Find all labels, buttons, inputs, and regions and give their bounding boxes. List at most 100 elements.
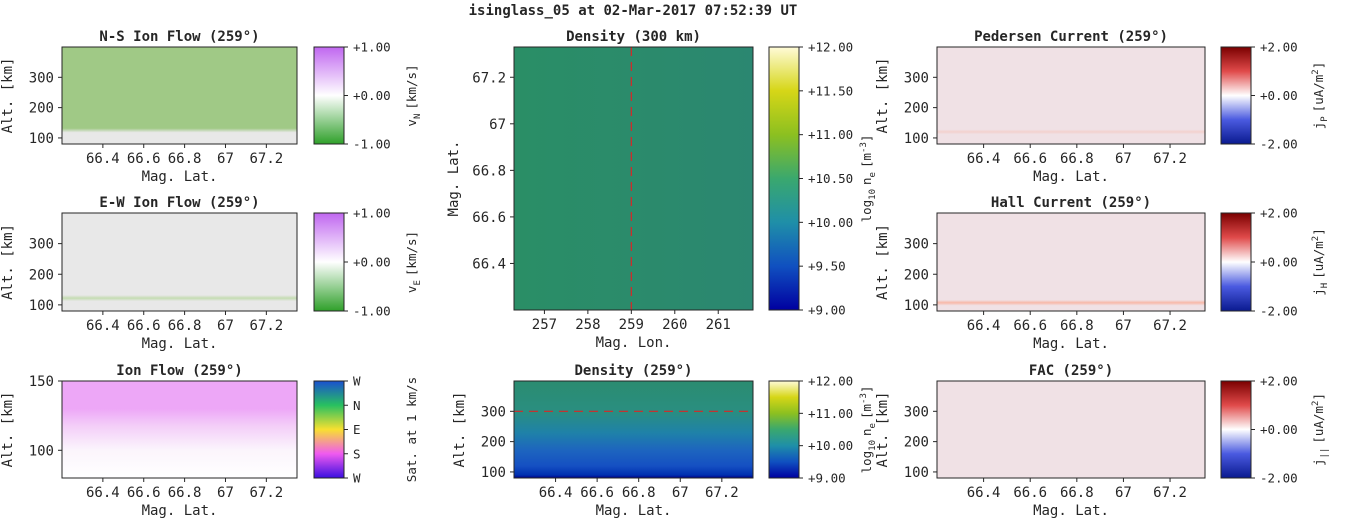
colorbar-tick-label: +10.00 <box>808 215 853 230</box>
y-tick-label: 200 <box>29 267 54 283</box>
colorbar-tick-label: +0.00 <box>353 88 391 103</box>
colorbar-label-part: e <box>868 172 878 177</box>
x-tick-label: 66.6 <box>127 318 161 334</box>
colorbar-label: vE [km/s] <box>404 231 423 293</box>
y-tick-label: 300 <box>481 404 506 420</box>
y-tick-label: 66.4 <box>472 256 506 272</box>
colorbar-tick-label: +2.00 <box>1260 206 1298 221</box>
panel-title: Hall Current (259°) <box>991 195 1151 211</box>
colorbar-label-part: N <box>413 114 423 119</box>
x-tick-label: 67 <box>1115 151 1132 167</box>
y-tick-label: 100 <box>29 298 54 314</box>
colorbar <box>769 381 799 478</box>
x-tick-label: 261 <box>706 317 731 333</box>
plot-frame <box>936 46 1206 145</box>
colorbar-label-part: 10 <box>868 440 878 451</box>
y-tick-label: 200 <box>481 435 506 451</box>
x-tick-label: 67 <box>217 318 234 334</box>
x-tick-label: 66.4 <box>86 485 120 501</box>
x-tick-label: 66.4 <box>539 485 573 501</box>
colorbar-label-part: Sat. at 1 km/s <box>404 377 419 482</box>
colorbar-tick-label: +9.00 <box>808 471 846 486</box>
colorbar-label-part: j <box>1311 458 1326 466</box>
y-axis-label: Alt. [km] <box>0 224 16 300</box>
colorbar-label-part: 2 <box>1311 69 1321 74</box>
x-tick-label: 66.4 <box>967 151 1001 167</box>
colorbar-label-part: -3 <box>859 393 869 404</box>
x-axis-label: Mag. Lat. <box>142 503 218 519</box>
y-axis-label: Alt. [km] <box>875 392 891 468</box>
colorbar-label-part: n <box>859 177 874 185</box>
colorbar <box>1221 381 1251 478</box>
colorbar-tick-label: W <box>353 374 361 389</box>
x-axis-label: Mag. Lat. <box>1033 503 1109 519</box>
y-tick-label: 300 <box>904 237 929 253</box>
colorbar-tick-label: +11.00 <box>808 127 853 142</box>
heatmap-ew <box>62 213 297 311</box>
colorbar-label-part: || <box>1320 448 1330 459</box>
colorbar-label-part: ] <box>859 135 874 143</box>
heatmap-flow <box>62 381 297 478</box>
heatmap-dens_bot <box>514 381 753 478</box>
plot-frame <box>513 46 754 311</box>
colorbar-tick-label: E <box>353 422 361 437</box>
colorbar-tick-label: -2.00 <box>1260 137 1298 152</box>
heatmap-fac <box>937 381 1205 478</box>
y-tick-label: 67.2 <box>472 70 506 86</box>
x-tick-label: 66.4 <box>86 151 120 167</box>
y-tick-label: 200 <box>29 101 54 117</box>
colorbar-label-part: n <box>859 428 874 436</box>
colorbar-tick-label: +1.00 <box>353 206 391 221</box>
x-tick-label: 66.6 <box>1013 151 1047 167</box>
x-axis-label: Mag. Lat. <box>1033 169 1109 185</box>
x-tick-label: 66.4 <box>86 318 120 334</box>
y-tick-label: 100 <box>29 443 54 459</box>
colorbar-label: j|| [uA/m2] <box>1311 393 1330 466</box>
y-axis-label: Alt. [km] <box>875 224 891 300</box>
x-tick-label: 66.8 <box>168 485 202 501</box>
colorbar-label-part: ] <box>859 386 874 394</box>
colorbar-label-part: [m <box>859 153 874 168</box>
colorbar-label-part: ] <box>1311 393 1326 401</box>
y-tick-label: 66.6 <box>472 210 506 226</box>
colorbar-label-part: 10 <box>868 189 878 200</box>
panel-hall: Hall Current (259°) 66.4 66.6 66.8 67 67.2 100… <box>875 195 1330 352</box>
colorbar-tick-label: +11.00 <box>808 406 853 421</box>
panel-title: E-W Ion Flow (259°) <box>99 195 259 211</box>
plot-frame <box>61 212 298 312</box>
colorbar-tick-label: N <box>353 398 361 413</box>
colorbar-tick-label: +2.00 <box>1260 40 1298 55</box>
panel-title: Density (259°) <box>574 363 692 379</box>
colorbar-tick-label: S <box>353 446 361 461</box>
x-tick-label: 66.6 <box>127 151 161 167</box>
colorbar-frame <box>768 380 800 479</box>
colorbar-tick-label: +0.00 <box>1260 255 1298 270</box>
colorbar-tick-label: +1.00 <box>353 40 391 55</box>
x-tick-label: 66.8 <box>168 151 202 167</box>
colorbar-label: log10 ne [m-3] <box>859 135 878 223</box>
x-tick-label: 66.6 <box>580 485 614 501</box>
y-tick-label: 300 <box>904 70 929 86</box>
colorbar-tick-label: -2.00 <box>1260 304 1298 319</box>
x-tick-label: 67.2 <box>249 318 283 334</box>
x-tick-label: 67.2 <box>1153 485 1187 501</box>
colorbar-tick-label: +10.50 <box>808 171 853 186</box>
y-axis-label: Alt. [km] <box>452 392 468 468</box>
colorbar <box>314 381 344 478</box>
y-tick-label: 200 <box>904 101 929 117</box>
colorbar-label: log10 ne [m-3] <box>859 386 878 474</box>
colorbar-label-part: E <box>413 280 423 285</box>
x-tick-label: 67.2 <box>1153 151 1187 167</box>
y-axis-label: Alt. [km] <box>0 58 16 134</box>
panel-dens_top: Density (300 km) 257 258 259 260 261 66.4 66.6 6… <box>446 29 878 351</box>
colorbar-label-part: ] <box>1311 228 1326 236</box>
x-tick-label: 66.6 <box>1013 485 1047 501</box>
x-tick-label: 66.8 <box>622 485 656 501</box>
colorbar-label-part: e <box>868 423 878 428</box>
y-tick-label: 100 <box>29 131 54 147</box>
y-tick-label: 66.8 <box>472 163 506 179</box>
y-tick-label: 100 <box>904 298 929 314</box>
plot-frame <box>513 380 754 479</box>
y-axis-label: Alt. [km] <box>875 58 891 134</box>
